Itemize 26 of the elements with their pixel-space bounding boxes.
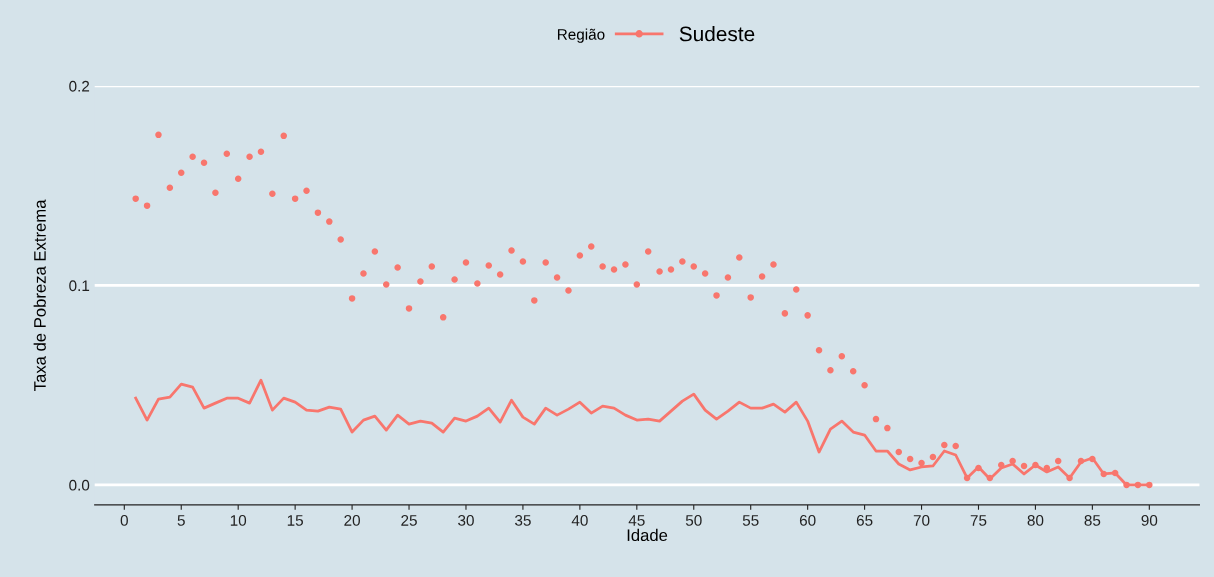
x-tick-label: 70 <box>913 515 930 526</box>
x-tick-label: 5 <box>177 515 185 526</box>
x-tick-label: 75 <box>970 515 987 526</box>
x-tick-label: 40 <box>571 515 588 526</box>
x-tick-label: 80 <box>1027 515 1044 526</box>
x-tick-label: 10 <box>230 515 247 526</box>
x-tick-label: 90 <box>1141 515 1158 526</box>
x-tick-label: 15 <box>287 515 303 526</box>
x-axis-title: Idade <box>627 528 668 542</box>
x-tick-label: 50 <box>685 515 702 526</box>
y-tick-label: 0.2 <box>69 80 90 92</box>
x-tick-label: 85 <box>1084 515 1101 526</box>
x-tick-label: 20 <box>344 515 360 526</box>
x-tick-label: 45 <box>628 515 645 526</box>
y-tick-label: 0.1 <box>69 280 90 292</box>
x-tick-label: 60 <box>799 515 816 526</box>
x-tick-label: 30 <box>458 515 474 526</box>
x-tick-label: 0 <box>120 515 128 526</box>
y-axis-title: Taxa de Pobreza Extrema <box>33 199 46 391</box>
legend-title: Região <box>557 28 605 43</box>
x-tick-label: 35 <box>515 515 531 526</box>
legend-label: Sudeste <box>679 25 755 42</box>
y-tick-label: 0.0 <box>69 479 90 491</box>
x-tick-label: 55 <box>742 515 759 526</box>
x-tick-label: 25 <box>401 515 417 526</box>
x-tick-label: 65 <box>856 515 873 526</box>
